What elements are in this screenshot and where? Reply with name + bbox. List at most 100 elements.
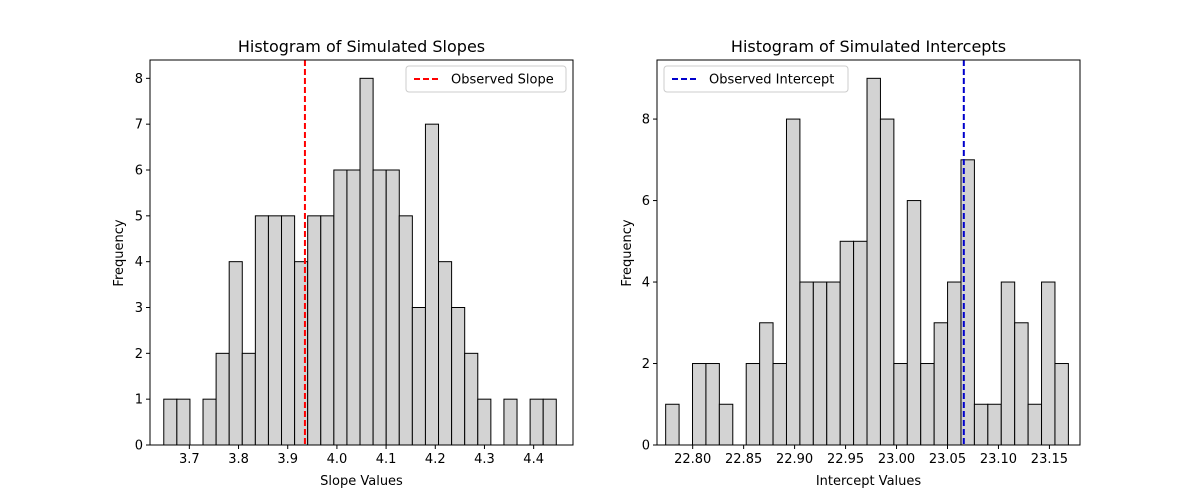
histogram-bar [839, 240, 855, 446]
histogram-bar [718, 403, 734, 446]
histogram-bar [438, 261, 453, 446]
histogram-bar [163, 398, 178, 446]
y-tick-label: 6 [135, 164, 143, 179]
y-tick-label: 0 [642, 439, 650, 454]
histogram-bar [1027, 403, 1043, 446]
bars-group [665, 77, 1069, 446]
y-tick-label: 5 [135, 209, 143, 224]
histogram-bar [893, 363, 908, 446]
histogram-bar [745, 363, 761, 446]
histogram-bar [812, 281, 828, 446]
y-tick-label: 8 [135, 72, 143, 87]
histogram-bar [529, 398, 544, 446]
histogram-bar [705, 363, 720, 446]
y-axis-ticks: 0 1 2 3 4 5 6 7 8 [135, 72, 150, 454]
histogram-bar [254, 215, 269, 446]
y-axis-ticks: 0 2 4 6 8 [642, 113, 657, 454]
histogram-bar [906, 200, 922, 446]
histogram-bar [947, 281, 962, 446]
histogram-bar [987, 403, 1002, 446]
histogram-bar [759, 322, 774, 446]
legend-box [663, 65, 849, 93]
plot-frame [149, 59, 574, 446]
histogram-bar [385, 169, 400, 446]
x-tick-label: 4.1 [376, 452, 397, 467]
y-tick-label: 4 [642, 276, 650, 291]
histogram-bar [853, 240, 868, 446]
x-axis-label: Slope Values [320, 474, 403, 489]
x-tick-label: 4.4 [523, 452, 544, 467]
x-tick-label: 22.95 [827, 452, 864, 467]
histogram-bar [1000, 281, 1016, 446]
x-tick-label: 22.85 [725, 452, 762, 467]
histogram-bar [267, 215, 283, 446]
y-tick-label: 4 [135, 255, 143, 270]
legend-box [405, 65, 567, 93]
y-axis-label: Frequency [112, 219, 127, 286]
x-tick-label: 23.00 [878, 452, 915, 467]
histogram-bar [973, 403, 989, 446]
x-tick-label: 23.10 [980, 452, 1017, 467]
slopes-histogram: Histogram of Simulated Slopes 3.7 3.8 3.9 4… [112, 37, 574, 489]
histogram-bar [241, 352, 256, 446]
y-tick-label: 7 [135, 118, 143, 133]
histogram-bar [1054, 363, 1069, 446]
histogram-bar [1041, 281, 1056, 446]
x-axis-label: Intercept Values [816, 474, 922, 489]
histogram-bar [346, 169, 361, 446]
histogram-bar [411, 307, 426, 446]
x-axis-ticks: 22.80 22.85 22.90 22.95 23.00 23.05 23.10 23.15 [674, 445, 1068, 467]
x-tick-label: 3.7 [179, 452, 200, 467]
histogram-bar [464, 352, 479, 446]
x-tick-label: 22.90 [776, 452, 813, 467]
histogram-bar [785, 118, 801, 446]
histogram-bar [281, 215, 296, 446]
legend: Observed Intercept [663, 65, 849, 93]
histogram-bar [359, 77, 374, 446]
bars-group [163, 77, 557, 446]
histogram-bar [920, 363, 935, 446]
histogram-bar [503, 398, 518, 446]
y-tick-label: 3 [135, 301, 143, 316]
histogram-bar [333, 169, 348, 446]
histogram-bar [398, 215, 413, 446]
histogram-bar [542, 398, 557, 446]
histogram-bar [320, 215, 335, 446]
histogram-bar [799, 281, 814, 446]
histogram-bar [228, 261, 243, 446]
y-tick-label: 2 [642, 357, 650, 372]
histogram-bar [202, 398, 217, 446]
legend-label: Observed Slope [451, 73, 554, 88]
histogram-bar [176, 398, 191, 446]
histogram-bar [372, 169, 387, 446]
histogram-bar [866, 77, 881, 446]
x-tick-label: 3.9 [277, 452, 298, 467]
x-tick-label: 23.15 [1031, 452, 1068, 467]
x-tick-label: 4.3 [474, 452, 495, 467]
chart-title: Histogram of Simulated Slopes [238, 37, 485, 56]
histogram-bar [477, 398, 492, 446]
histogram-bar [424, 123, 440, 446]
histogram-bar [772, 363, 787, 446]
x-tick-label: 4.2 [425, 452, 446, 467]
chart-title: Histogram of Simulated Intercepts [731, 37, 1006, 56]
y-tick-label: 0 [135, 439, 143, 454]
histogram-bar [665, 403, 680, 446]
histogram-bar [215, 352, 230, 446]
legend-label: Observed Intercept [709, 73, 834, 88]
plot-frame [656, 59, 1081, 446]
y-tick-label: 2 [135, 347, 143, 362]
x-tick-label: 22.80 [674, 452, 711, 467]
histogram-bar [451, 307, 466, 446]
x-tick-label: 4.0 [327, 452, 348, 467]
intercepts-histogram: Histogram of Simulated Intercepts 22.80 2… [620, 37, 1081, 489]
y-axis-label: Frequency [620, 219, 635, 286]
x-tick-label: 3.8 [228, 452, 249, 467]
y-tick-label: 8 [642, 113, 650, 128]
x-tick-label: 23.05 [929, 452, 966, 467]
histogram-bar [307, 215, 322, 446]
histogram-bar [826, 281, 841, 446]
histogram-bar [879, 118, 895, 446]
legend: Observed Slope [405, 65, 567, 93]
